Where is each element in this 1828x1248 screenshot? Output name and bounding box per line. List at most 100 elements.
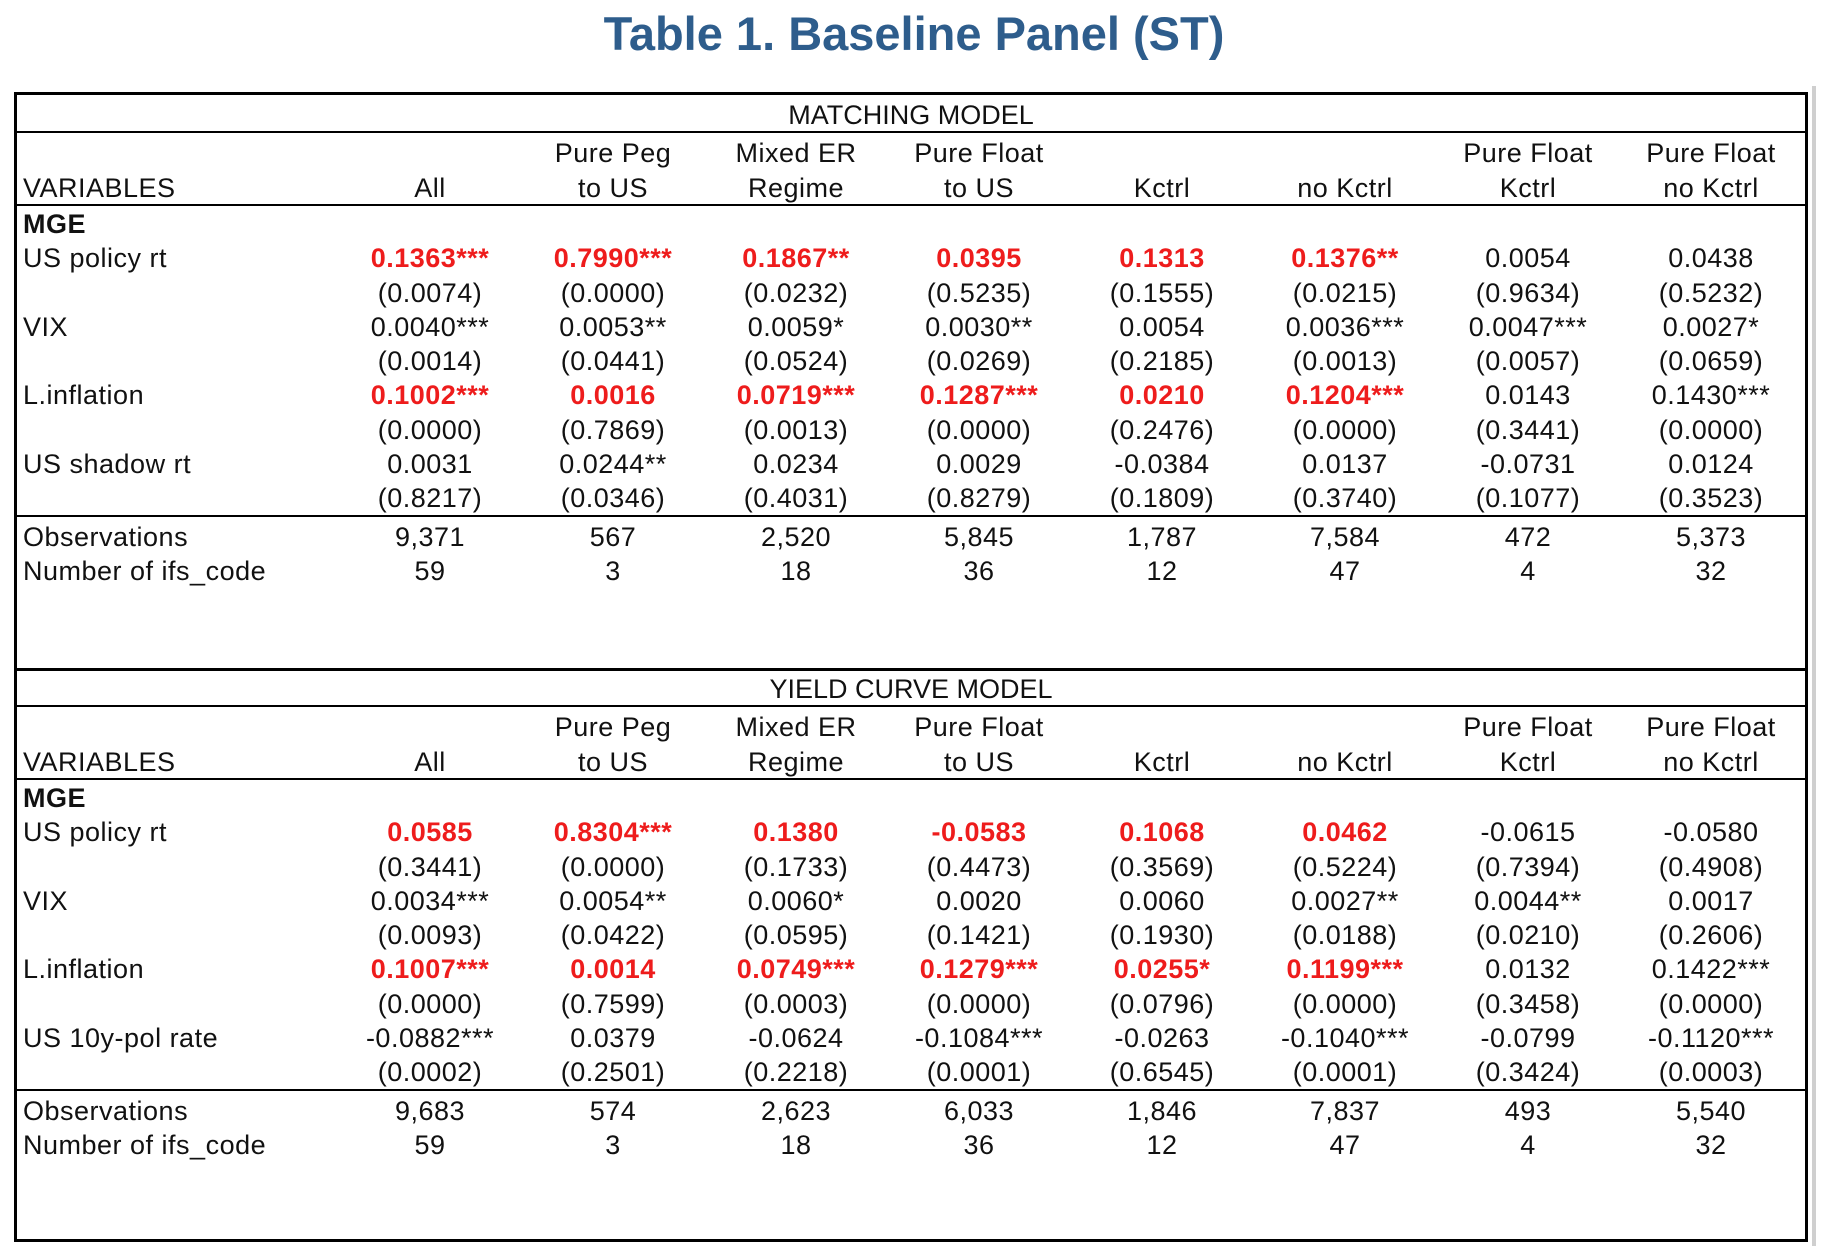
table-cell: (0.1077)	[1475, 483, 1581, 514]
table-cell: (0.0210)	[1475, 920, 1581, 951]
row-label: US policy rt	[23, 243, 168, 274]
table-row: (0.3441) (0.0000) (0.1733) (0.4473) (0.3569)…	[17, 847, 1805, 887]
header-row-bottom: VARIABLES All to US Regime to US Kctrl no Kctr…	[17, 742, 1805, 782]
table-cell: (0.7869)	[560, 414, 666, 445]
table-row: US 10y-pol rate -0.0882*** 0.0379 -0.0624 -0…	[17, 1018, 1805, 1058]
table-cell: (0.0003)	[743, 988, 849, 1019]
row-label: L.inflation	[23, 954, 145, 985]
table-cell: 0.0016	[570, 380, 656, 411]
table-cell: 0.7990***	[553, 243, 673, 274]
table-cell: 0.1204***	[1285, 380, 1405, 411]
table-cell: (0.6545)	[1109, 1057, 1215, 1088]
table-cell: 493	[1504, 1095, 1552, 1126]
table-cell: (0.3424)	[1475, 1057, 1581, 1088]
table-row: (0.0093) (0.0422) (0.0595) (0.1421) (0.1930)…	[17, 915, 1805, 955]
table-cell: (0.0000)	[1292, 988, 1398, 1019]
table-cell: (0.0215)	[1292, 277, 1398, 308]
table-cell: (0.0659)	[1658, 346, 1764, 377]
table-cell: (0.2501)	[560, 1057, 666, 1088]
table-frame	[14, 92, 1808, 1242]
table-cell: Pure Float	[1463, 138, 1593, 169]
table-cell: 12	[1146, 555, 1178, 586]
stats-row: Number of ifs_code 59 3 18 36 12 47 4 32	[17, 551, 1805, 591]
table-cell: 567	[589, 521, 637, 552]
table-cell: (0.1421)	[926, 920, 1032, 951]
table-cell: 0.1313	[1119, 243, 1205, 274]
table-cell: 0.0210	[1119, 380, 1205, 411]
table-cell: 0.0585	[387, 817, 473, 848]
table-cell: (0.4031)	[743, 483, 849, 514]
table-cell: (0.0000)	[1658, 988, 1764, 1019]
table-cell: 0.8304***	[553, 817, 673, 848]
table-cell: 0.0054	[1119, 311, 1205, 342]
table-cell: 59	[414, 1129, 446, 1160]
table-cell: (0.0000)	[1658, 414, 1764, 445]
table-cell: (0.0013)	[1292, 346, 1398, 377]
row-label: US shadow rt	[23, 449, 192, 479]
table-cell: no Kctrl	[1663, 172, 1759, 203]
table-cell: to US	[943, 172, 1015, 203]
table-cell: 32	[1695, 1129, 1727, 1160]
table-cell: (0.5232)	[1658, 277, 1764, 308]
table-cell: -0.1084***	[914, 1023, 1044, 1053]
table-cell: (0.3441)	[1475, 414, 1581, 445]
table-cell: -0.0263	[1114, 1023, 1210, 1053]
rule	[17, 514, 1805, 517]
table-cell: Kctrl	[1133, 746, 1191, 777]
table-cell: (0.0003)	[1658, 1057, 1764, 1088]
table-cell: 0.0029	[936, 449, 1022, 479]
header-row-top: Pure Peg Mixed ER Pure Float Pure Float Pure…	[17, 133, 1805, 173]
table-cell: 0.0014	[570, 954, 656, 985]
table-cell: (0.7599)	[560, 988, 666, 1019]
table-cell: (0.5224)	[1292, 851, 1398, 882]
table-cell: 0.0060	[1119, 885, 1205, 916]
stats-row: Number of ifs_code 59 3 18 36 12 47 4 32	[17, 1125, 1805, 1165]
table-cell: (0.0000)	[377, 988, 483, 1019]
table-cell: 4	[1520, 555, 1536, 586]
table-row: L.inflation 0.1002*** 0.0016 0.0719*** 0.128…	[17, 375, 1805, 415]
table-cell: 3	[605, 1129, 621, 1160]
table-row: US shadow rt 0.0031 0.0244** 0.0234 0.0029 -0…	[17, 444, 1805, 484]
table-row: US policy rt 0.1363*** 0.7990*** 0.1867** 0.…	[17, 238, 1805, 278]
table-cell: 7,584	[1309, 521, 1381, 552]
table-cell: (0.0524)	[743, 346, 849, 377]
table-row: (0.8217) (0.0346) (0.4031) (0.8279) (0.1809)…	[17, 478, 1805, 518]
table-cell: All	[414, 172, 446, 203]
table-cell: Pure Peg	[554, 712, 672, 743]
table-cell: Kctrl	[1133, 172, 1191, 203]
table-cell: (0.0074)	[377, 277, 483, 308]
table-cell: 0.0395	[936, 243, 1022, 274]
header-label: VARIABLES	[23, 746, 176, 777]
panel-matching-model: MATCHING MODEL Pure Peg Mixed ER Pure Float…	[17, 95, 1805, 669]
table-cell: 0.1279***	[919, 954, 1039, 985]
section-label: MGE	[23, 208, 87, 239]
table-cell: -0.0580	[1663, 817, 1759, 848]
table-cell: 0.0047***	[1468, 311, 1588, 342]
table-cell: (0.3569)	[1109, 851, 1215, 882]
table-cell: (0.0346)	[560, 483, 666, 514]
table-cell: 1,846	[1126, 1095, 1198, 1126]
table-cell: (0.0441)	[560, 346, 666, 377]
table-cell: 0.0040***	[370, 311, 490, 342]
table-cell: (0.3523)	[1658, 483, 1764, 514]
table-cell: 59	[414, 555, 446, 586]
table-cell: (0.0422)	[560, 920, 666, 951]
table-cell: 0.1199***	[1286, 954, 1404, 985]
table-cell: 47	[1329, 1129, 1361, 1160]
table-cell: 9,683	[394, 1095, 466, 1126]
row-label: Observations	[23, 1095, 189, 1126]
table-cell: to US	[577, 172, 649, 203]
table-cell: -0.1120***	[1647, 1023, 1775, 1053]
table-cell: 0.0060*	[747, 885, 845, 916]
table-cell: 5,373	[1675, 521, 1747, 552]
rule	[17, 1088, 1805, 1091]
row-label: VIX	[23, 885, 69, 916]
table-cell: (0.1930)	[1109, 920, 1215, 951]
table-cell: no Kctrl	[1297, 746, 1393, 777]
table-cell: 0.1287***	[919, 380, 1039, 411]
table-row: (0.0074) (0.0000) (0.0232) (0.5235) (0.1555)…	[17, 273, 1805, 313]
table-cell: 0.1430***	[1651, 380, 1771, 411]
table-cell: 6,033	[943, 1095, 1015, 1126]
table-cell: Regime	[747, 746, 845, 777]
table-cell: All	[414, 746, 446, 777]
